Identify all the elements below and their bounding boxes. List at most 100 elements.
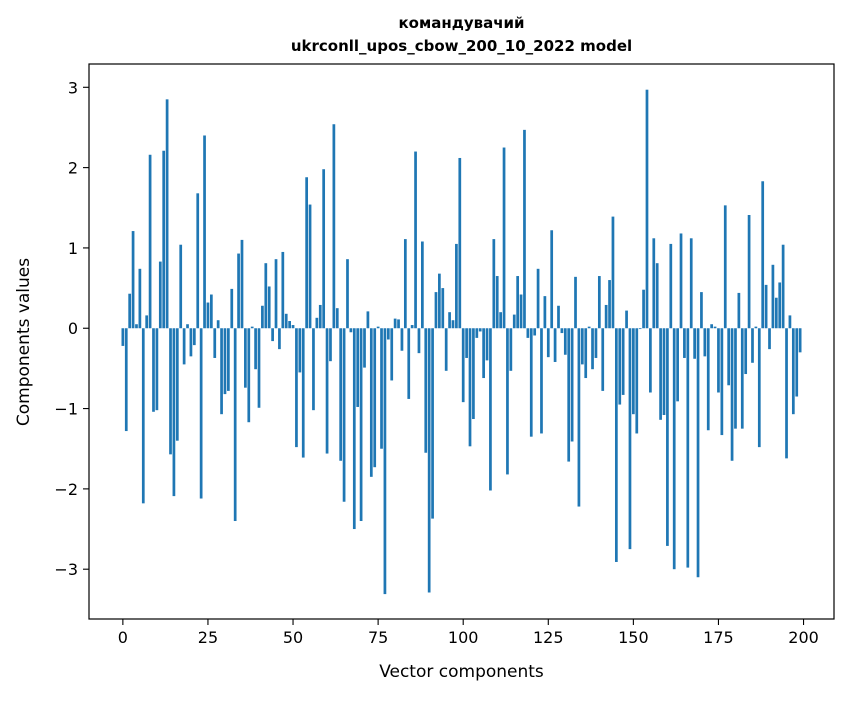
bar [298, 328, 302, 373]
bar [611, 216, 615, 329]
bar [485, 328, 489, 361]
bar [502, 147, 506, 329]
bar [121, 328, 125, 346]
bar [390, 328, 394, 381]
bar [189, 328, 193, 357]
bar [455, 243, 458, 329]
y-tick-label: 0 [68, 319, 78, 338]
bar [465, 328, 468, 358]
bar [659, 328, 662, 420]
bar [278, 328, 281, 350]
bar [706, 328, 710, 431]
bar [199, 328, 203, 499]
bar [683, 328, 686, 358]
bar [162, 150, 166, 329]
bar [686, 328, 690, 568]
bar [781, 244, 785, 329]
bar [516, 276, 520, 329]
bar [737, 292, 741, 329]
x-tick-label: 50 [283, 628, 303, 647]
bar [244, 328, 247, 388]
bar [186, 324, 189, 329]
bar [230, 288, 234, 329]
bar [145, 315, 149, 329]
bar [322, 169, 326, 329]
y-tick-label: 3 [68, 78, 78, 97]
bar [614, 328, 618, 562]
bar [209, 294, 213, 329]
bar [369, 328, 373, 477]
bar [165, 99, 169, 329]
bar [550, 230, 554, 329]
bar [574, 276, 577, 329]
bar [717, 328, 720, 393]
bar [233, 328, 237, 522]
bar [625, 310, 628, 329]
bar [135, 324, 138, 329]
bar [427, 328, 431, 593]
bar [410, 325, 414, 329]
x-tick-label: 75 [368, 628, 388, 647]
bar [349, 328, 353, 333]
bar [594, 328, 598, 358]
bar [240, 239, 244, 329]
bar [727, 328, 731, 386]
bar [506, 328, 509, 475]
x-tick-label: 150 [618, 628, 649, 647]
bar [536, 268, 540, 329]
bar [580, 328, 584, 365]
bar [318, 304, 322, 329]
bar [778, 282, 782, 329]
x-tick-label: 100 [448, 628, 479, 647]
bar [332, 124, 336, 329]
bar [771, 264, 775, 329]
bar [788, 315, 792, 329]
bar [577, 328, 581, 507]
bar [744, 328, 748, 375]
bar [533, 328, 537, 336]
bar [152, 328, 155, 412]
bar [764, 284, 768, 329]
bar [696, 328, 700, 578]
bar [373, 328, 377, 468]
bar [274, 259, 278, 329]
bar [604, 304, 608, 329]
chart-title-line1: командувачий [398, 14, 524, 32]
bar [567, 328, 571, 462]
bar [597, 276, 601, 329]
bar [710, 324, 714, 329]
bar [254, 328, 257, 370]
bar [632, 328, 635, 415]
bar [141, 328, 145, 504]
bar [720, 328, 724, 436]
bar [672, 328, 676, 570]
bar [155, 328, 159, 411]
bar [284, 313, 288, 329]
x-tick-label: 200 [788, 628, 819, 647]
bar [264, 263, 268, 329]
bar [747, 214, 751, 329]
bar [621, 328, 625, 395]
bar [472, 328, 475, 420]
y-tick-label: 2 [68, 159, 78, 178]
bar [570, 328, 574, 442]
bar [475, 328, 479, 338]
bar [489, 328, 492, 491]
bar [339, 328, 343, 461]
bar [441, 288, 445, 329]
bar [305, 177, 309, 329]
bar [468, 328, 472, 447]
bar [397, 319, 400, 329]
bar [448, 312, 451, 329]
bar [679, 233, 683, 329]
bar [312, 328, 315, 411]
bar [751, 328, 754, 363]
bar [601, 328, 605, 391]
bar [431, 328, 434, 519]
bar [734, 328, 737, 429]
bar [308, 204, 312, 329]
bar [645, 89, 649, 329]
bar [584, 328, 588, 379]
bar [700, 292, 703, 329]
